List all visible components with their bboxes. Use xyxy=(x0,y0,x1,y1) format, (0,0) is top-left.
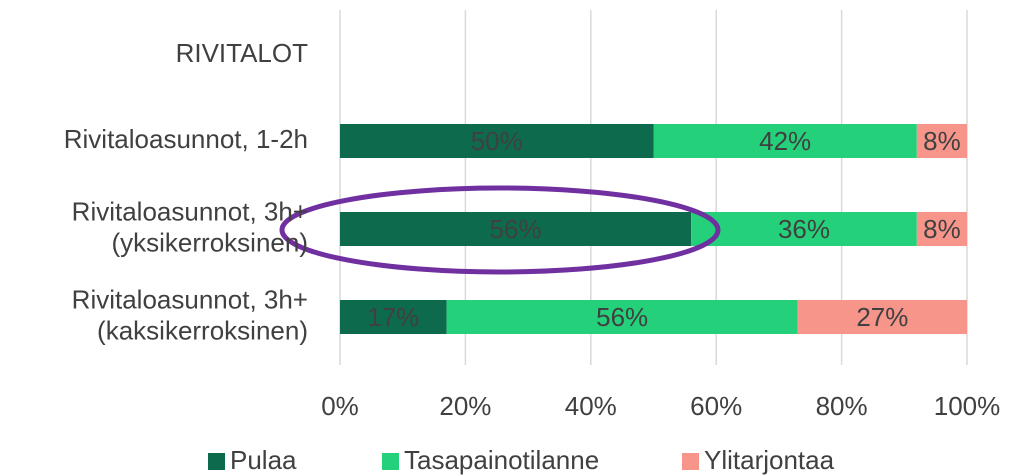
legend-swatch xyxy=(208,453,225,470)
x-tick-label: 80% xyxy=(816,391,868,421)
legend-label: Pulaa xyxy=(230,445,297,475)
x-tick-label: 60% xyxy=(690,391,742,421)
data-label: 8% xyxy=(923,126,961,156)
x-tick-label: 0% xyxy=(321,391,359,421)
highlight-ellipse xyxy=(279,185,721,275)
bar-segment xyxy=(446,300,798,334)
data-label: 42% xyxy=(759,126,811,156)
y-tick-label: RIVITALOT xyxy=(176,38,309,68)
data-label: 8% xyxy=(923,214,961,244)
bar-segment xyxy=(797,300,967,334)
data-label: 27% xyxy=(856,302,908,332)
data-label: 56% xyxy=(490,214,542,244)
legend-label: Tasapainotilanne xyxy=(404,445,599,475)
legend-swatch xyxy=(382,453,399,470)
x-tick-label: 100% xyxy=(934,391,1001,421)
legend-label: Ylitarjontaa xyxy=(704,445,835,475)
bar-segment xyxy=(653,124,917,158)
bars: 50% 42% 8% 56% 36% 8% 17% 56% 27% xyxy=(340,124,967,334)
data-label: 17% xyxy=(367,302,419,332)
data-label: 56% xyxy=(596,302,648,332)
x-tick-label: 40% xyxy=(565,391,617,421)
y-tick-label: Rivitaloasunnot, 3h+ (yksikerroksinen) xyxy=(72,196,308,257)
x-tick-label: 20% xyxy=(439,391,491,421)
bar-segment xyxy=(340,212,692,246)
bar-segment xyxy=(916,124,967,158)
bar-segment xyxy=(691,212,917,246)
y-tick-label: Rivitaloasunnot, 3h+ (kaksikerroksinen) xyxy=(72,284,308,345)
bar-segment xyxy=(916,212,967,246)
bar-segment xyxy=(340,124,654,158)
bar-segment xyxy=(340,300,447,334)
y-tick-label: Rivitaloasunnot, 1-2h xyxy=(64,124,308,154)
data-label: 36% xyxy=(778,214,830,244)
legend-swatch xyxy=(682,453,699,470)
data-label: 50% xyxy=(471,126,523,156)
